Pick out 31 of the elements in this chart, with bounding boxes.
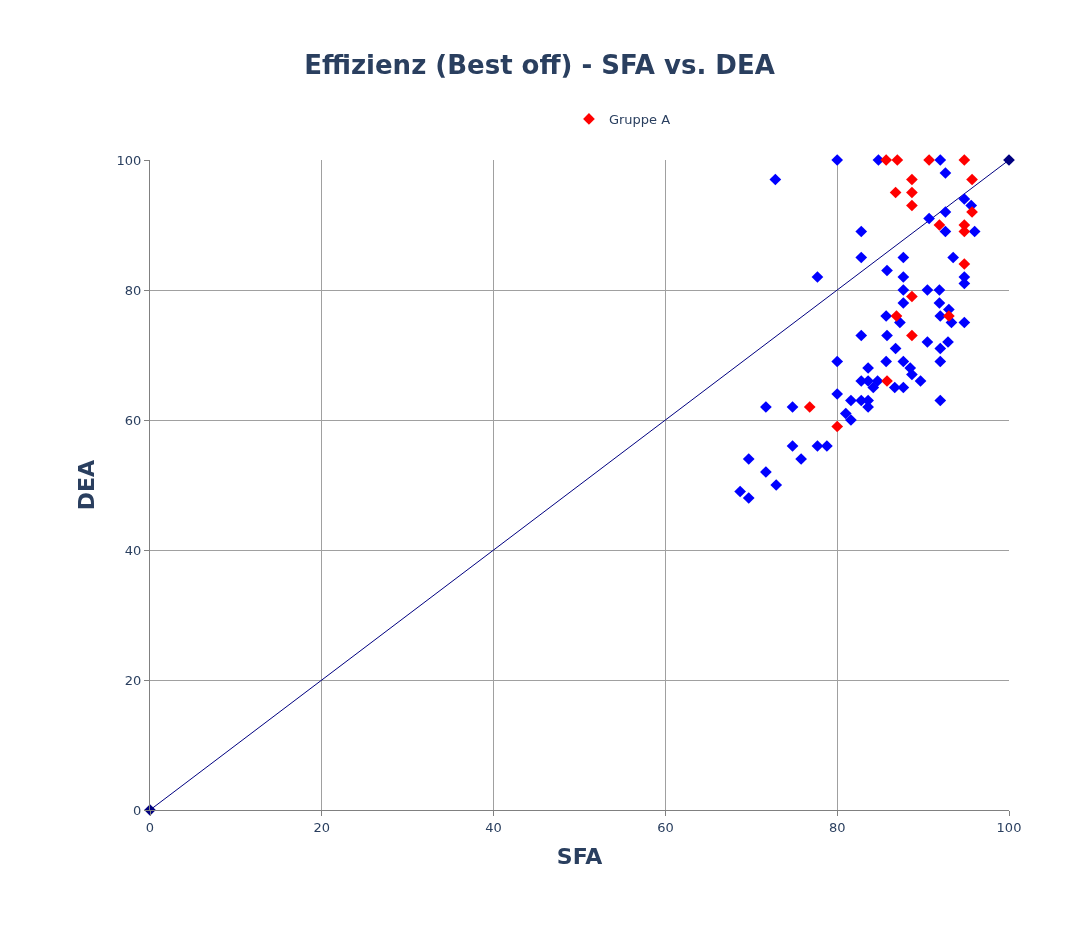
point [933,219,946,231]
chart-title: Effizienz (Best off) - SFA vs. DEA [304,50,775,80]
legend-label: Gruppe A [608,112,671,128]
y-tick-label: 40 [124,542,142,558]
y-tick-label: 20 [124,672,142,688]
x-axis-title: SFA [556,844,603,870]
point [880,154,893,166]
x-tick-label: 60 [657,819,674,835]
point [958,258,971,270]
y-axis-title: DEA [74,459,100,511]
point [803,401,816,413]
y-tick-label: 60 [124,412,142,428]
point [831,420,844,433]
point [966,173,978,186]
x-tick-label: 40 [485,819,502,835]
point [906,199,918,212]
point [958,154,971,166]
y-tick-label: 0 [133,802,142,818]
x-tick-label: 80 [828,819,846,835]
x-tick-label: 100 [996,819,1022,835]
x-tick-label: 20 [313,819,331,835]
x-tick-label: 0 [145,819,155,835]
y-tick-label: 100 [116,152,142,168]
point [890,310,903,322]
point [906,290,918,303]
point [906,329,918,342]
point [906,186,918,199]
point [891,154,904,166]
y-tick-label: 80 [124,282,142,298]
point [889,186,902,199]
point [906,173,918,186]
